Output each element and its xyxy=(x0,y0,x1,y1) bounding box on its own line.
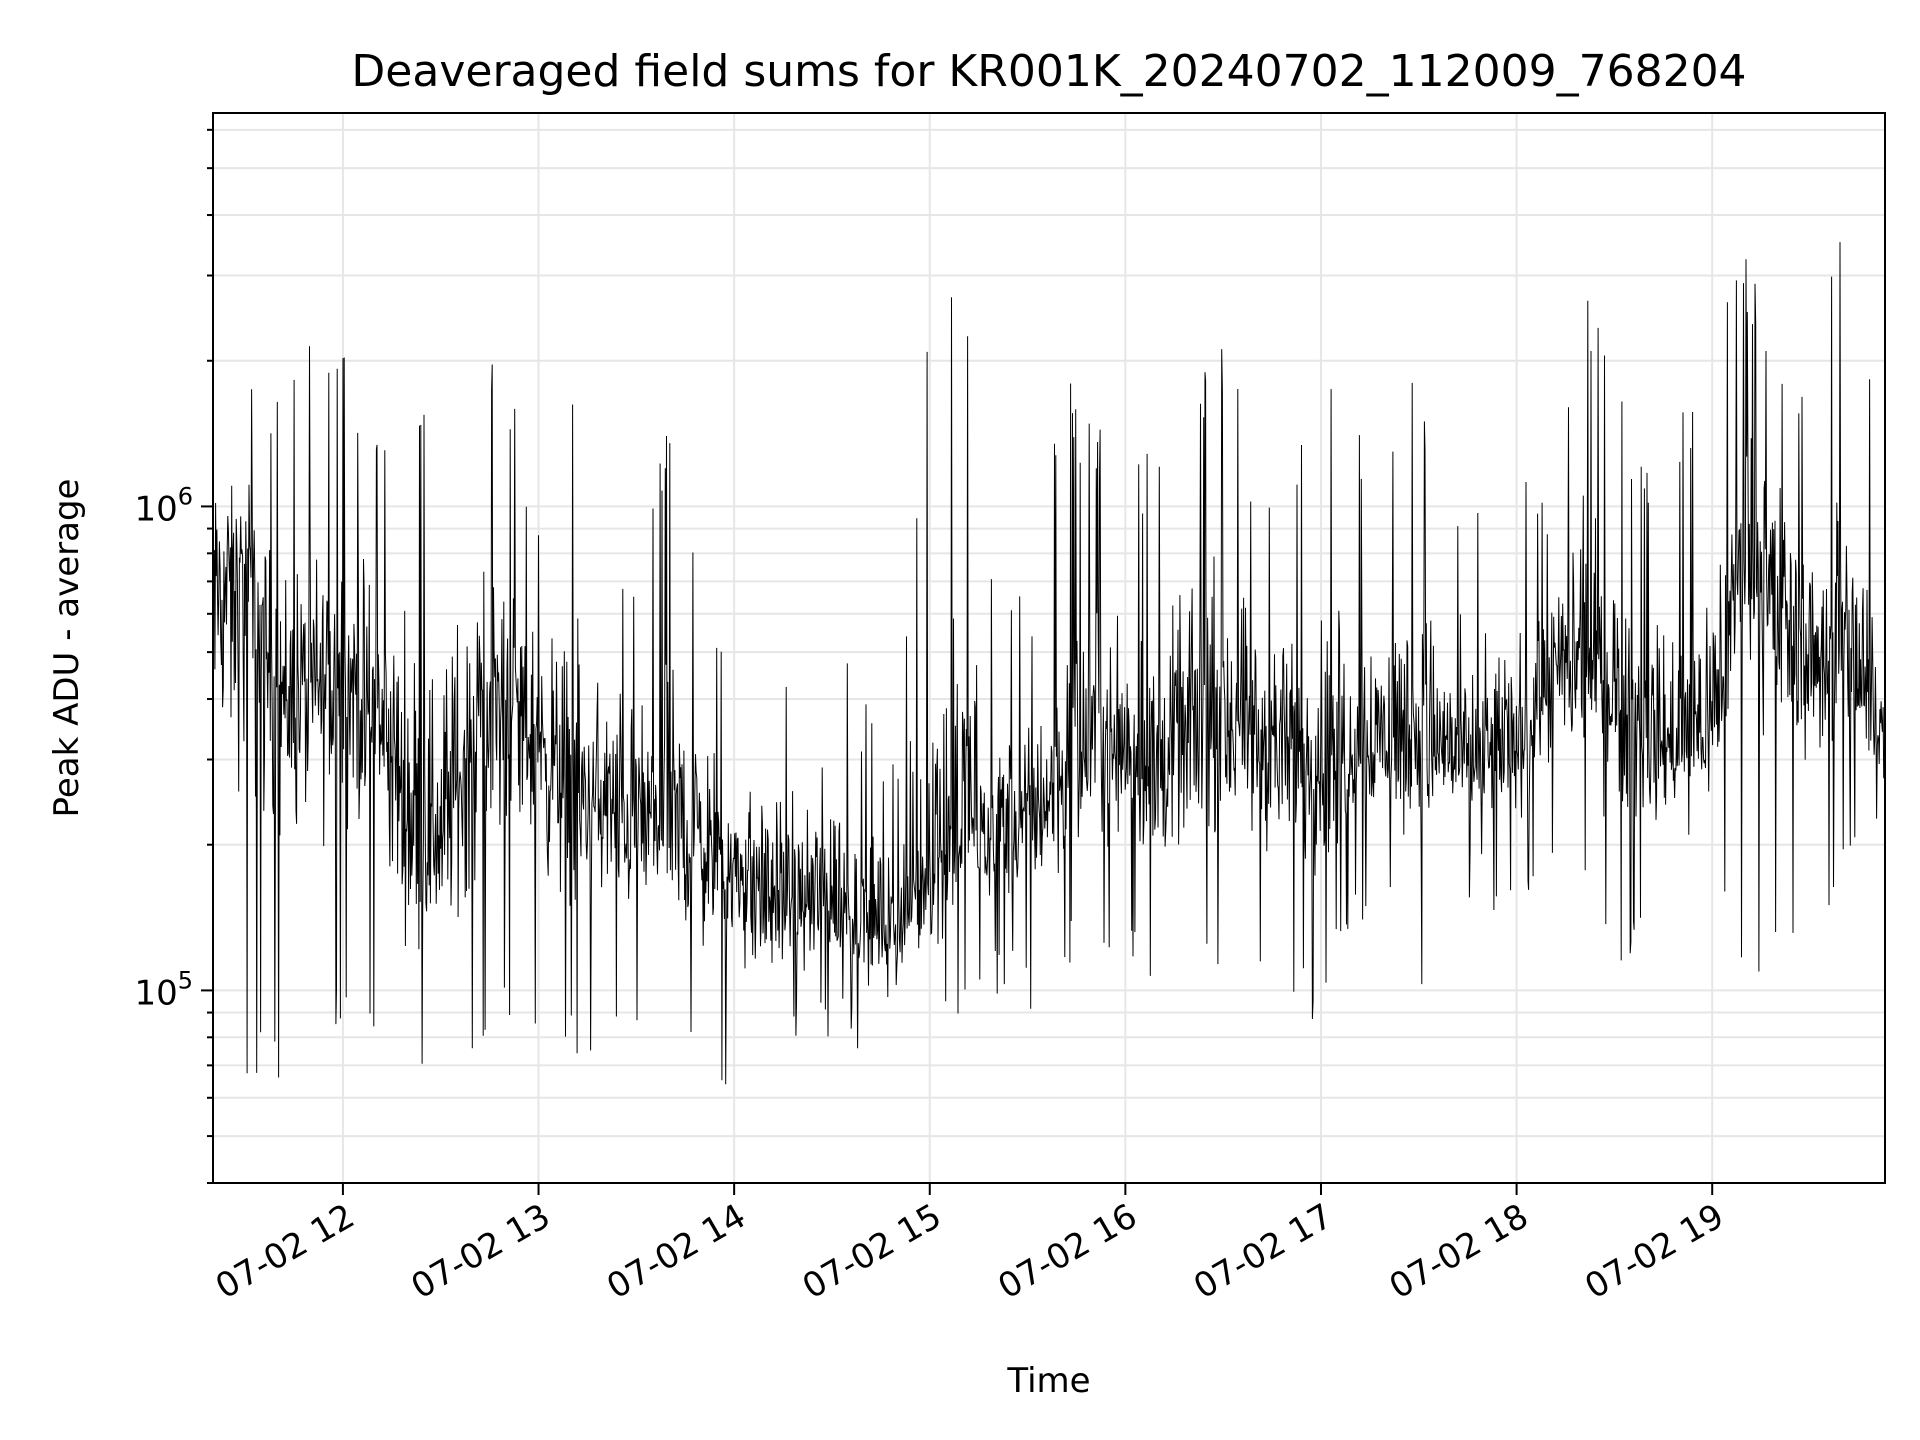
series-layer xyxy=(212,242,1886,1085)
axis-ticks xyxy=(201,128,1714,1195)
x-axis-label: Time xyxy=(1006,1361,1090,1401)
y-tick-label: 106 xyxy=(134,482,193,529)
y-axis-label: Peak ADU - average xyxy=(47,479,87,818)
chart-title: Deaveraged field sums for KR001K_2024070… xyxy=(351,46,1746,97)
y-tick-label: 105 xyxy=(134,966,193,1013)
series-line xyxy=(212,242,1886,1085)
plot-area-frame xyxy=(212,112,1886,1184)
